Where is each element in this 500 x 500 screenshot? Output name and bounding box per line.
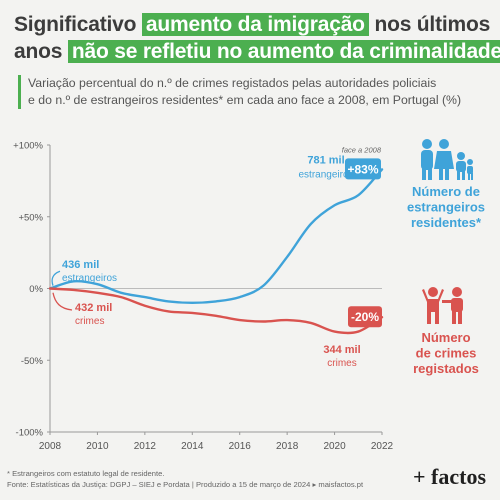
y-tick-label: -50% bbox=[21, 356, 44, 367]
y-tick-label: +100% bbox=[13, 141, 43, 152]
crimes-end-unit: crimes bbox=[327, 358, 356, 369]
crimes-change-badge bbox=[348, 306, 382, 328]
footnote-line-1: * Estrangeiros com estatuto legal de res… bbox=[7, 469, 165, 478]
source-line: Fonte: Estatísticas da Justiça: DGPJ – S… bbox=[7, 480, 364, 489]
y-tick-label: +50% bbox=[18, 212, 43, 223]
foreigners-line bbox=[48, 168, 384, 305]
crimes-change-label: -20% bbox=[351, 310, 379, 324]
x-tick-label: 2016 bbox=[229, 441, 252, 452]
foreigners-start-unit: estrangeiros bbox=[62, 273, 117, 284]
foreigners-end-value: 781 mil bbox=[307, 154, 344, 166]
x-tick-label: 2010 bbox=[86, 441, 109, 452]
crimes-start-unit: crimes bbox=[75, 316, 104, 327]
legend-crimes-line: Número bbox=[421, 330, 470, 345]
legend-crimes-line: de crimes bbox=[416, 346, 477, 361]
baseline-note: face a 2008 bbox=[342, 145, 382, 154]
foreigners-change-badge bbox=[345, 158, 381, 180]
foreigners-change-label: +83% bbox=[347, 162, 378, 176]
title-line-2: anos não se refletiu no aumento da crimi… bbox=[14, 38, 500, 65]
legend-crimes-line: registados bbox=[413, 361, 479, 376]
foreigners-end-unit: estrangeiros bbox=[298, 169, 353, 180]
crimes-line bbox=[48, 287, 384, 335]
chart-subtitle: Variação percentual do n.º de crimes reg… bbox=[18, 75, 498, 109]
crimes-end-value: 344 mil bbox=[323, 344, 360, 356]
title-text-3: anos bbox=[14, 40, 63, 63]
crimes-start-value: 432 mil bbox=[75, 302, 112, 314]
arrest-icon bbox=[420, 285, 470, 325]
x-tick-label: 2012 bbox=[134, 441, 157, 452]
family-icon bbox=[418, 138, 474, 182]
chart-title: Significativo aumento da imigração nos ú… bbox=[14, 11, 500, 65]
title-highlight-1: aumento da imigração bbox=[141, 13, 369, 36]
legend-foreigners-line: Número de bbox=[412, 184, 480, 199]
footnote: * Estrangeiros com estatuto legal de res… bbox=[7, 468, 363, 490]
title-highlight-2: não se refletiu no aumento da criminalid… bbox=[67, 40, 500, 63]
crimes-start-connector bbox=[52, 292, 73, 311]
x-tick-label: 2018 bbox=[276, 441, 299, 452]
legend-foreigners-line: estrangeiros bbox=[407, 200, 485, 215]
title-text-2: nos últimos bbox=[374, 13, 491, 36]
x-tick-label: 2014 bbox=[181, 441, 204, 452]
foreigners-start-value: 436 mil bbox=[62, 259, 99, 271]
brand-logo: + factos bbox=[413, 464, 487, 489]
subtitle-line-1: Variação percentual do n.º de crimes reg… bbox=[28, 76, 437, 90]
subtitle-line-2: e do n.º de estrangeiros residentes* em … bbox=[28, 93, 462, 107]
y-tick-label: 0% bbox=[29, 284, 43, 295]
title-text-1: Significativo bbox=[14, 13, 137, 36]
x-tick-label: 2022 bbox=[371, 441, 394, 452]
y-tick-label: -100% bbox=[16, 428, 44, 439]
foreigners-start-connector bbox=[51, 270, 61, 286]
x-tick-label: 2008 bbox=[39, 441, 62, 452]
legend-foreigners-line: residentes* bbox=[411, 215, 482, 230]
title-line-1: Significativo aumento da imigração nos ú… bbox=[14, 11, 494, 38]
x-tick-label: 2020 bbox=[323, 441, 346, 452]
